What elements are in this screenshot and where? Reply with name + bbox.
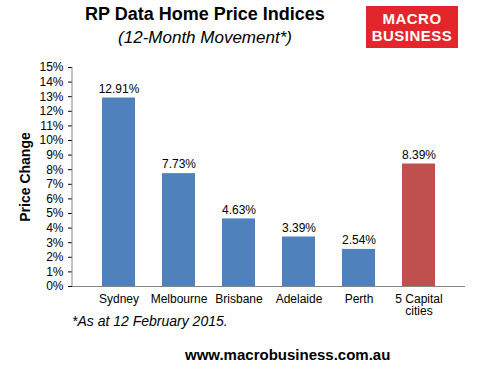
svg-text:12%: 12%: [39, 104, 63, 118]
html-text:(12-Month Movement*): (12-Month Movement*): [118, 28, 292, 47]
svg-text:6%: 6%: [46, 192, 64, 206]
html-text:RP Data Home Price Indices: RP Data Home Price Indices: [85, 4, 325, 24]
svg-text:11%: 11%: [40, 119, 63, 133]
svg-text:Adelaide: Adelaide: [276, 292, 323, 306]
svg-text:4%: 4%: [46, 221, 64, 235]
svg-text:10%: 10%: [39, 133, 63, 147]
svg-text:Perth: Perth: [345, 292, 374, 306]
svg-text:8%: 8%: [46, 163, 64, 177]
html-text:BUSINESS: BUSINESS: [371, 27, 453, 44]
svg-text:8.39%: 8.39%: [402, 148, 436, 162]
html-text:www.macrobusiness.com.au: www.macrobusiness.com.au: [185, 346, 391, 363]
svg-text:7.73%: 7.73%: [162, 157, 196, 171]
svg-text:15%: 15%: [39, 60, 63, 74]
svg-text:Brisbane: Brisbane: [215, 292, 263, 306]
svg-text:3.39%: 3.39%: [282, 221, 316, 235]
html-text:MACRO: MACRO: [382, 10, 442, 27]
svg-text:7%: 7%: [46, 177, 64, 191]
svg-text:4.63%: 4.63%: [222, 203, 256, 217]
svg-text:Sydney: Sydney: [99, 292, 139, 306]
svg-text:12.91%: 12.91%: [99, 82, 140, 96]
svg-text:5%: 5%: [46, 206, 64, 220]
html-text:*As at 12 February 2015.: *As at 12 February 2015.: [72, 313, 228, 329]
svg-text:5 Capitalcities: 5 Capitalcities: [395, 292, 442, 318]
svg-text:14%: 14%: [39, 75, 63, 89]
svg-text:2.54%: 2.54%: [342, 233, 376, 247]
svg-text:Price Change: Price Change: [17, 132, 33, 222]
svg-text:3%: 3%: [46, 236, 64, 250]
svg-text:9%: 9%: [46, 148, 64, 162]
svg-text:13%: 13%: [39, 90, 63, 104]
svg-text:0%: 0%: [46, 279, 64, 293]
svg-text:Melbourne: Melbourne: [151, 292, 208, 306]
svg-text:2%: 2%: [46, 250, 64, 264]
svg-text:1%: 1%: [46, 265, 64, 279]
